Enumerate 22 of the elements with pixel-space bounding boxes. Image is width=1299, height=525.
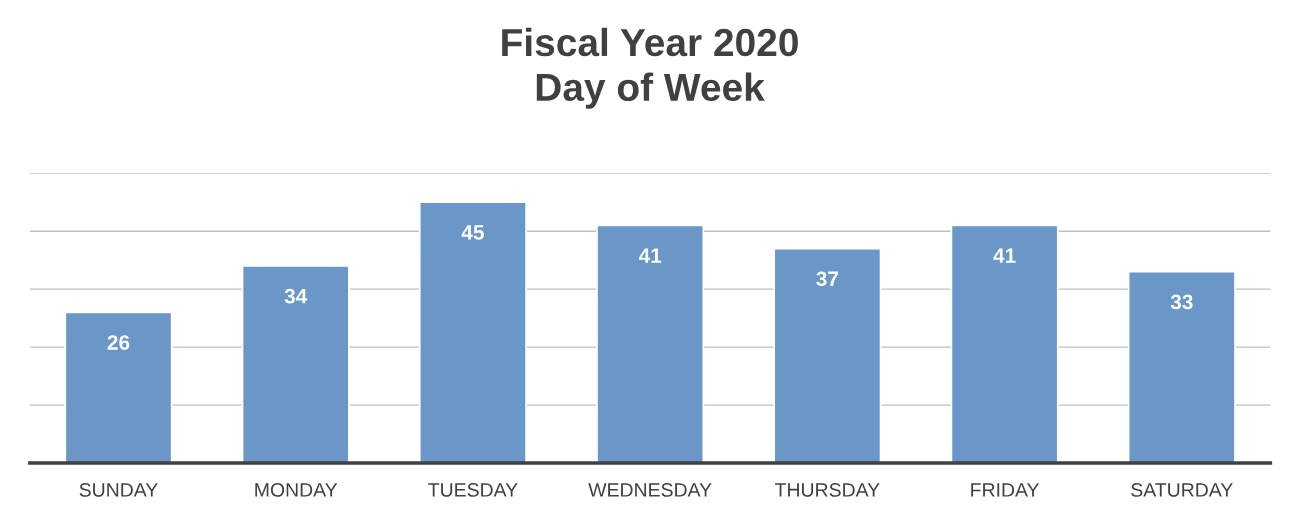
x-tick-label: SATURDAY: [1131, 483, 1233, 497]
bar: [773, 247, 882, 464]
bar: [241, 265, 350, 464]
data-label: 26: [107, 335, 130, 350]
x-tick-label: TUESDAY: [428, 483, 518, 497]
x-tick-label: WEDNESDAY: [588, 483, 712, 497]
data-label: 33: [1170, 294, 1193, 310]
data-label: 45: [461, 225, 484, 240]
bar: [596, 224, 705, 464]
x-tick-label: FRIDAY: [971, 483, 1040, 497]
x-tick-label: THURSDAY: [775, 483, 880, 497]
x-tick-label: MONDAY: [255, 483, 338, 497]
bar: [1127, 270, 1236, 464]
bar: [950, 224, 1059, 464]
bar: [418, 201, 527, 464]
data-label: 37: [816, 271, 839, 287]
data-label: 34: [284, 288, 308, 304]
chart-title: Fiscal Year 2020 Day of Week: [502, 27, 798, 109]
data-label: 41: [638, 248, 662, 263]
x-tick-label: SUNDAY: [79, 483, 158, 497]
bar: [64, 311, 173, 464]
data-label: 41: [993, 248, 1016, 263]
